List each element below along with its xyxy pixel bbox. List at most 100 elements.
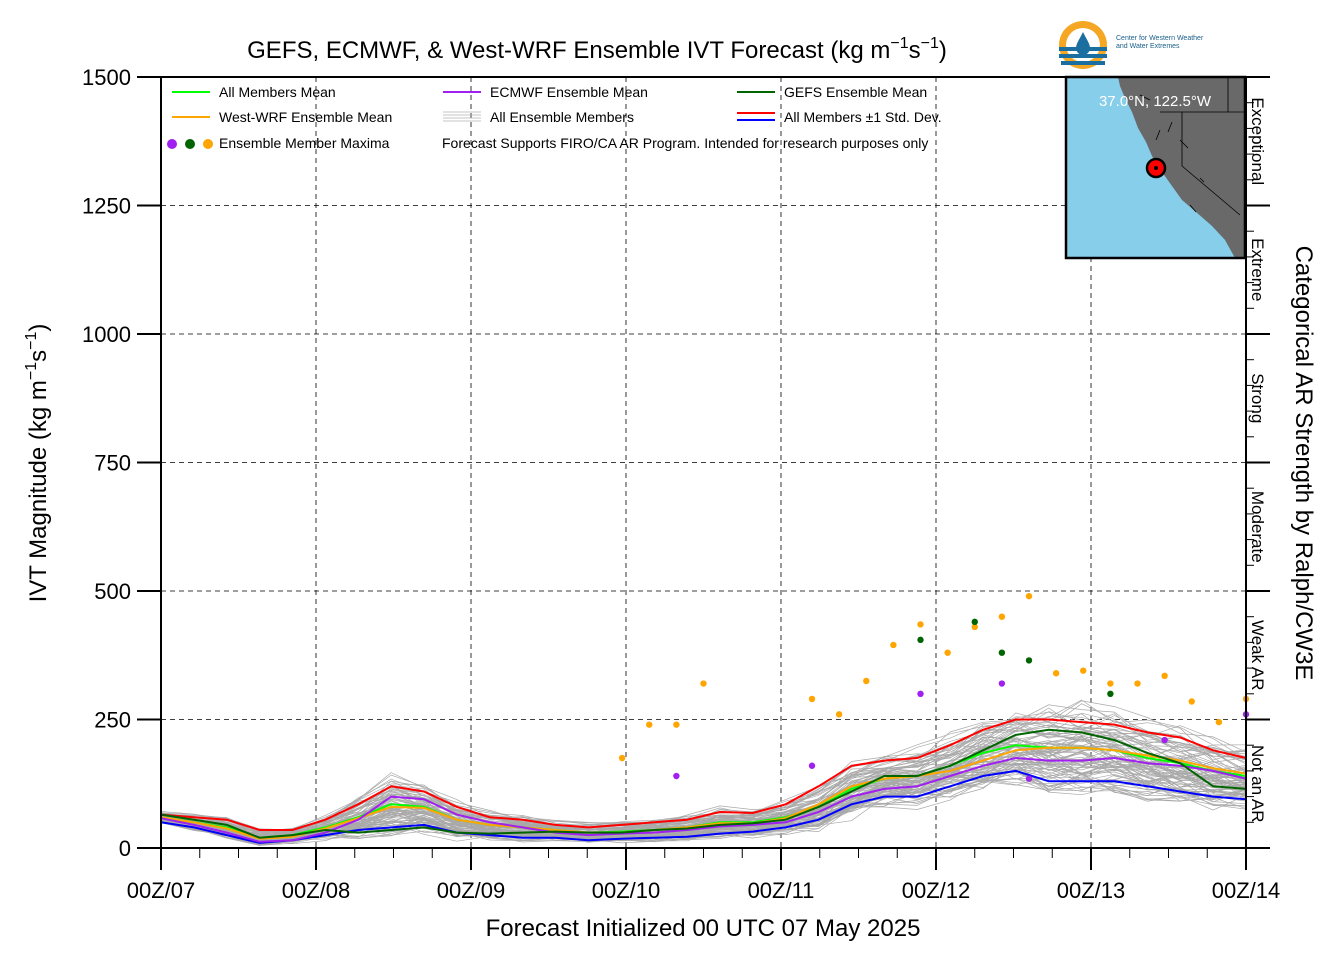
y-tick-label: 250 [94, 708, 131, 733]
maxima-point [673, 772, 680, 780]
y-tick-label: 500 [94, 579, 131, 604]
legend-swatch-all-members [443, 111, 481, 122]
cw3e-logo [1059, 21, 1107, 69]
ensemble-member-line [160, 738, 1247, 839]
maxima-point [917, 621, 924, 628]
inset-land [1118, 77, 1245, 258]
ensemble-member-line [160, 772, 1247, 846]
maxima-point [1134, 680, 1141, 687]
series-line [160, 718, 1247, 831]
x-tick-label: 00Z/11 [748, 878, 815, 903]
logo-wave-2 [1059, 54, 1107, 58]
legend-dot-gefs [185, 139, 195, 149]
maxima-point [890, 641, 897, 649]
maxima-point [1052, 670, 1060, 677]
legend-dot-ecmwf [167, 139, 177, 149]
x-tick-label: 00Z/09 [437, 878, 506, 903]
ensemble-member-line [160, 727, 1247, 835]
ensemble-member-line [160, 700, 1247, 832]
logo-caption: Center for Western Weather and Water Ext… [1116, 35, 1246, 51]
maxima-point [808, 695, 816, 703]
ensemble-member-line [160, 707, 1247, 833]
maxima-point [863, 677, 870, 685]
category-label: Moderate [1248, 491, 1267, 563]
ensemble-member-line [160, 779, 1247, 846]
maxima-point [998, 680, 1006, 687]
ensemble-member-line [160, 757, 1247, 845]
category-label: Strong [1248, 373, 1267, 423]
legend-label-gefs-mean: GEFS Ensemble Mean [784, 84, 927, 100]
right-axis-label: Categorical AR Strength by Ralph/CW3E [1290, 246, 1317, 681]
maxima-point [646, 721, 653, 728]
ensemble-member-line [160, 704, 1247, 834]
legend-label-all-members: All Ensemble Members [490, 109, 634, 125]
maxima-point [998, 649, 1006, 656]
category-label: Not an AR [1248, 745, 1267, 823]
series-line [160, 756, 1247, 843]
inset-map: 37.0°N, 122.5°W [1064, 75, 1247, 260]
inset-frame [1064, 75, 1247, 260]
legend: All Members Mean ECMWF Ensemble Mean GEF… [167, 84, 942, 151]
category-label: Weak AR [1248, 620, 1267, 691]
chart-title: GEFS, ECMWF, & West-WRF Ensemble IVT For… [247, 35, 947, 64]
logo-line-2: and Water Extremes [1116, 43, 1180, 50]
series-line [160, 728, 1247, 839]
maxima-point [917, 690, 924, 697]
y-tick-label: 1500 [82, 65, 131, 90]
maxima-point [1161, 736, 1168, 744]
ensemble-member-line [160, 724, 1247, 838]
maxima-point [1107, 680, 1114, 687]
maxima-point [1025, 657, 1033, 664]
maxima-point [700, 680, 707, 687]
maxima-point [1188, 698, 1195, 705]
legend-note: Forecast Supports FIRO/CA AR Program. In… [442, 135, 928, 151]
x-tick-label: 00Z/08 [282, 878, 351, 903]
axes: 0 250 500 750 1000 1250 1500 00Z/07 00Z/08 00Z/09… [82, 65, 1280, 903]
maxima-point [618, 754, 626, 762]
x-tick-label: 00Z/12 [902, 878, 971, 903]
maxima-point [971, 618, 978, 626]
maxima-points [618, 592, 1250, 782]
maxima-point [1025, 592, 1033, 600]
maxima-point [1215, 718, 1223, 726]
series-line [160, 769, 1247, 844]
maxima-point [808, 762, 816, 769]
ensemble-member-line [160, 729, 1247, 836]
maxima-point [998, 613, 1006, 620]
logo-line-1: Center for Western Weather [1116, 35, 1204, 42]
maxima-point [1080, 667, 1087, 674]
legend-label-std-dev: All Members ±1 Std. Dev. [784, 109, 942, 125]
y-tick-label: 750 [94, 451, 131, 476]
logo-drop [1076, 32, 1090, 55]
x-axis-label: Forecast Initialized 00 UTC 07 May 2025 [486, 915, 921, 942]
maxima-point [1161, 672, 1168, 680]
maxima-point [917, 636, 924, 644]
category-label: Extreme [1248, 238, 1267, 301]
x-tick-label: 00Z/07 [127, 878, 196, 903]
x-tick-label: 00Z/13 [1057, 878, 1126, 903]
y-tick-label: 1250 [82, 194, 131, 219]
series-line [160, 746, 1247, 840]
category-label: Exceptional [1248, 97, 1267, 185]
maxima-point [1107, 690, 1114, 697]
legend-label-ecmwf-mean: ECMWF Ensemble Mean [490, 84, 648, 100]
legend-label-maxima: Ensemble Member Maxima [219, 135, 390, 151]
y-tick-label: 1000 [82, 322, 131, 347]
x-tick-label: 00Z/14 [1212, 878, 1281, 903]
location-marker-center [1154, 166, 1158, 170]
inset-location-label: 37.0°N, 122.5°W [1099, 93, 1212, 110]
maxima-point [835, 711, 843, 718]
ensemble-member-line [160, 774, 1247, 845]
y-axis-label: IVT Magnitude (kg m−1s−1) [23, 324, 52, 603]
series-lines [160, 718, 1247, 844]
legend-label-westwrf-mean: West-WRF Ensemble Mean [219, 109, 392, 125]
x-tick-label: 00Z/10 [592, 878, 661, 903]
maxima-point [1025, 775, 1033, 782]
maxima-point [673, 721, 680, 728]
legend-label-all-mean: All Members Mean [219, 84, 336, 100]
legend-dot-westwrf [203, 139, 213, 149]
logo-wave-3 [1061, 61, 1105, 65]
inset-borders [1139, 77, 1245, 216]
y-tick-label: 0 [119, 836, 131, 861]
